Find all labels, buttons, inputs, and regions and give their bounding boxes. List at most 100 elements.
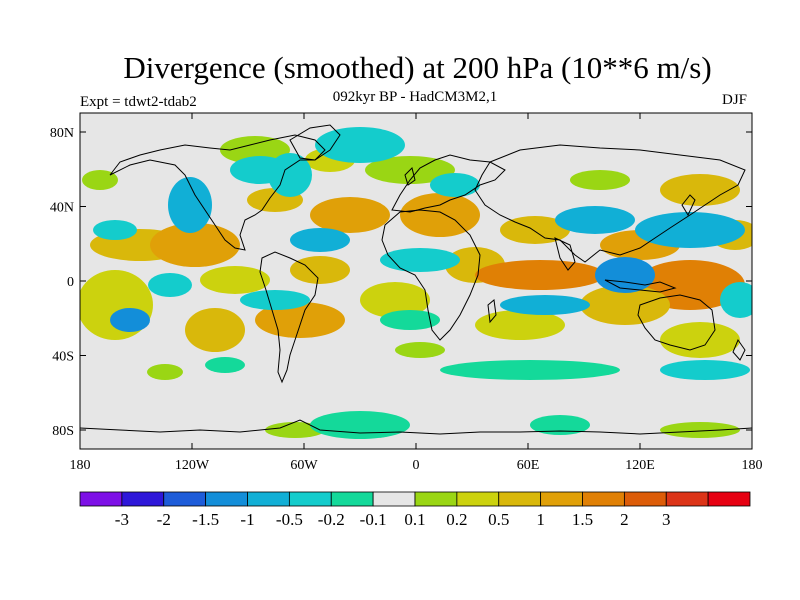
colorbar-label: 0.5 xyxy=(488,510,509,529)
field-blob xyxy=(265,422,325,438)
field-blob xyxy=(82,170,118,190)
colorbar-swatch xyxy=(163,491,207,507)
colorbar-label: 2 xyxy=(620,510,629,529)
coastline-india xyxy=(554,237,576,271)
field-blob xyxy=(110,308,150,332)
coastline-greenland xyxy=(289,124,341,161)
field-blob xyxy=(220,136,290,164)
colorbar-label: 3 xyxy=(662,510,671,529)
colorbar-swatch xyxy=(498,491,542,507)
field-blob xyxy=(310,411,410,439)
field-blob xyxy=(475,310,565,340)
field-blob xyxy=(185,308,245,352)
lon-tick-label: 180 xyxy=(70,458,91,473)
field-blob xyxy=(200,266,270,294)
colorbar-label: 1 xyxy=(536,510,545,529)
colorbar-label: -3 xyxy=(115,510,129,529)
colorbar-swatch xyxy=(540,491,583,507)
field-blob xyxy=(440,360,620,380)
coastline-indonesia xyxy=(604,279,677,293)
colorbar-label: -0.1 xyxy=(360,510,387,529)
lon-tick-label: 120E xyxy=(625,458,655,473)
coastline-south-america xyxy=(259,251,319,384)
field-blob xyxy=(93,220,137,240)
coastline-new-zealand xyxy=(732,338,746,361)
coastline-africa xyxy=(381,209,481,341)
coastline-asia xyxy=(474,144,746,263)
colorbar-swatch xyxy=(288,491,332,507)
divergence-field xyxy=(80,127,752,439)
field-blob xyxy=(150,223,240,267)
coastlines xyxy=(80,124,752,435)
field-blob xyxy=(395,342,445,358)
field-blob xyxy=(570,170,630,190)
lat-tick-label: 80S xyxy=(52,424,74,439)
field-blob xyxy=(530,415,590,435)
colorbar-swatch xyxy=(79,491,123,507)
colorbar-label: -0.2 xyxy=(318,510,345,529)
colorbar-swatch xyxy=(205,491,248,507)
field-blob xyxy=(310,197,390,233)
field-blob xyxy=(475,260,605,290)
colorbar-label: -2 xyxy=(157,510,171,529)
colorbar: -3 -2 -1.5 -1 -0.5 -0.2 -0.1 0.1 0.2 0.5 1 1.5 2 3 xyxy=(79,491,751,529)
colorbar-swatch xyxy=(623,491,667,507)
coastline-europe xyxy=(391,154,506,213)
field-blob xyxy=(290,228,350,252)
colorbar-swatch xyxy=(456,491,500,507)
colorbar-label: -1.5 xyxy=(192,510,219,529)
coastline-japan xyxy=(681,194,696,217)
experiment-label: Expt = tdwt2-tdab2 xyxy=(80,94,197,110)
field-blob xyxy=(380,248,460,272)
field-blob xyxy=(720,282,752,318)
field-blob xyxy=(580,285,670,325)
field-blob xyxy=(168,177,212,233)
axes: 80N 40N 0 40S 80S 180 120W 60W 0 60E 120E 180 xyxy=(50,113,763,473)
season-label: DJF xyxy=(722,92,748,108)
colorbar-label: 1.5 xyxy=(572,510,593,529)
field-blob xyxy=(500,295,590,315)
coastline-north-america xyxy=(109,134,326,251)
colorbar-label: 0.2 xyxy=(446,510,467,529)
field-blob xyxy=(205,357,245,373)
coastline-antarctica xyxy=(80,419,752,435)
field-blob xyxy=(660,322,740,358)
field-blob xyxy=(660,422,740,438)
lat-tick-label: 40N xyxy=(50,201,74,216)
field-blob xyxy=(660,174,740,206)
colorbar-label: 0.1 xyxy=(404,510,425,529)
field-blob xyxy=(147,364,183,380)
colorbar-swatch xyxy=(372,491,416,507)
field-blob xyxy=(148,273,192,297)
colorbar-swatch xyxy=(707,491,751,507)
field-blob xyxy=(555,206,635,234)
colorbar-swatch xyxy=(665,491,709,507)
field-blob xyxy=(400,193,480,237)
colorbar-label: -0.5 xyxy=(276,510,303,529)
colorbar-swatch xyxy=(247,491,290,507)
field-blob xyxy=(315,127,405,163)
colorbar-swatch xyxy=(414,491,458,507)
lat-tick-label: 0 xyxy=(67,275,74,290)
coastline-madagascar xyxy=(487,299,497,324)
lat-tick-label: 40S xyxy=(52,350,74,365)
field-blob xyxy=(430,173,480,197)
lon-tick-label: 120W xyxy=(175,458,210,473)
field-blob xyxy=(290,256,350,284)
field-blob xyxy=(240,290,310,310)
lon-tick-label: 180 xyxy=(742,458,763,473)
colorbar-swatch xyxy=(330,491,374,507)
plot-subtitle: 092kyr BP - HadCM3M2,1 xyxy=(332,89,498,105)
lon-tick-label: 60E xyxy=(517,458,540,473)
lon-tick-label: 0 xyxy=(413,458,420,473)
field-blob xyxy=(595,257,655,293)
colorbar-swatch xyxy=(582,491,625,507)
coastline-uk xyxy=(404,167,416,186)
colorbar-label: -1 xyxy=(240,510,254,529)
field-blob xyxy=(635,212,745,248)
field-blob xyxy=(360,282,430,318)
plot-title: Divergence (smoothed) at 200 hPa (10**6 … xyxy=(123,50,712,85)
coastline-australia xyxy=(637,294,716,351)
